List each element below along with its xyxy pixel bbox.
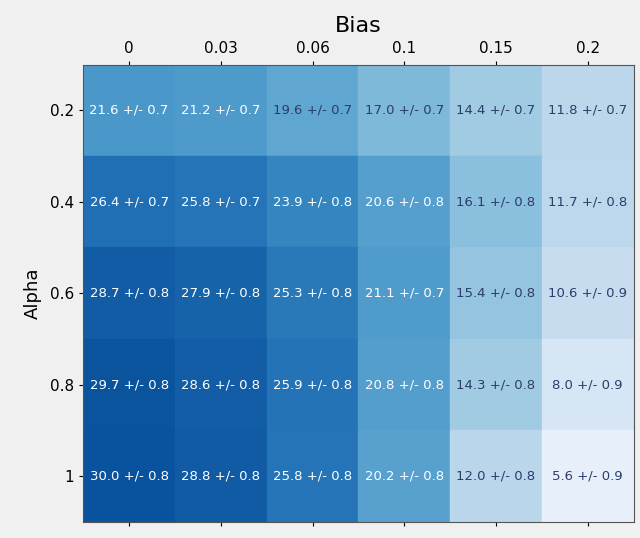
Bar bbox=[83, 65, 175, 156]
Text: 12.0 +/- 0.8: 12.0 +/- 0.8 bbox=[456, 470, 536, 483]
Text: 30.0 +/- 0.8: 30.0 +/- 0.8 bbox=[90, 470, 168, 483]
Bar bbox=[450, 65, 542, 156]
Text: 26.4 +/- 0.7: 26.4 +/- 0.7 bbox=[90, 195, 168, 208]
Text: 28.6 +/- 0.8: 28.6 +/- 0.8 bbox=[181, 378, 260, 391]
Bar bbox=[450, 247, 542, 339]
Bar bbox=[267, 65, 358, 156]
Text: 20.8 +/- 0.8: 20.8 +/- 0.8 bbox=[365, 378, 444, 391]
Text: 14.3 +/- 0.8: 14.3 +/- 0.8 bbox=[456, 378, 536, 391]
Bar bbox=[175, 65, 267, 156]
Text: 25.8 +/- 0.7: 25.8 +/- 0.7 bbox=[181, 195, 260, 208]
Bar bbox=[83, 430, 175, 522]
Bar bbox=[83, 339, 175, 430]
Bar bbox=[542, 430, 634, 522]
Text: 15.4 +/- 0.8: 15.4 +/- 0.8 bbox=[456, 287, 536, 300]
Text: 11.7 +/- 0.8: 11.7 +/- 0.8 bbox=[548, 195, 627, 208]
Text: 20.2 +/- 0.8: 20.2 +/- 0.8 bbox=[365, 470, 444, 483]
Bar bbox=[542, 65, 634, 156]
Text: 19.6 +/- 0.7: 19.6 +/- 0.7 bbox=[273, 104, 352, 117]
Bar bbox=[358, 339, 450, 430]
Bar bbox=[542, 156, 634, 247]
Bar bbox=[83, 156, 175, 247]
Text: 29.7 +/- 0.8: 29.7 +/- 0.8 bbox=[90, 378, 168, 391]
X-axis label: Bias: Bias bbox=[335, 16, 382, 36]
Text: 28.7 +/- 0.8: 28.7 +/- 0.8 bbox=[90, 287, 168, 300]
Bar bbox=[267, 430, 358, 522]
Text: 14.4 +/- 0.7: 14.4 +/- 0.7 bbox=[456, 104, 536, 117]
Text: 16.1 +/- 0.8: 16.1 +/- 0.8 bbox=[456, 195, 536, 208]
Text: 21.2 +/- 0.7: 21.2 +/- 0.7 bbox=[181, 104, 260, 117]
Text: 8.0 +/- 0.9: 8.0 +/- 0.9 bbox=[552, 378, 623, 391]
Text: 25.8 +/- 0.8: 25.8 +/- 0.8 bbox=[273, 470, 352, 483]
Bar bbox=[358, 65, 450, 156]
Bar bbox=[175, 156, 267, 247]
Text: 21.1 +/- 0.7: 21.1 +/- 0.7 bbox=[365, 287, 444, 300]
Bar bbox=[267, 339, 358, 430]
Bar bbox=[267, 247, 358, 339]
Text: 17.0 +/- 0.7: 17.0 +/- 0.7 bbox=[365, 104, 444, 117]
Bar bbox=[358, 156, 450, 247]
Text: 11.8 +/- 0.7: 11.8 +/- 0.7 bbox=[548, 104, 627, 117]
Y-axis label: Alpha: Alpha bbox=[24, 267, 42, 319]
Bar bbox=[450, 430, 542, 522]
Text: 10.6 +/- 0.9: 10.6 +/- 0.9 bbox=[548, 287, 627, 300]
Bar bbox=[450, 156, 542, 247]
Bar bbox=[450, 339, 542, 430]
Bar bbox=[175, 430, 267, 522]
Bar bbox=[542, 339, 634, 430]
Bar bbox=[358, 430, 450, 522]
Text: 25.3 +/- 0.8: 25.3 +/- 0.8 bbox=[273, 287, 352, 300]
Bar bbox=[358, 247, 450, 339]
Bar bbox=[83, 247, 175, 339]
Text: 27.9 +/- 0.8: 27.9 +/- 0.8 bbox=[181, 287, 260, 300]
Bar bbox=[542, 247, 634, 339]
Bar bbox=[175, 339, 267, 430]
Text: 20.6 +/- 0.8: 20.6 +/- 0.8 bbox=[365, 195, 444, 208]
Text: 28.8 +/- 0.8: 28.8 +/- 0.8 bbox=[181, 470, 260, 483]
Text: 23.9 +/- 0.8: 23.9 +/- 0.8 bbox=[273, 195, 352, 208]
Bar bbox=[267, 156, 358, 247]
Text: 25.9 +/- 0.8: 25.9 +/- 0.8 bbox=[273, 378, 352, 391]
Text: 5.6 +/- 0.9: 5.6 +/- 0.9 bbox=[552, 470, 623, 483]
Text: 21.6 +/- 0.7: 21.6 +/- 0.7 bbox=[90, 104, 169, 117]
Bar bbox=[175, 247, 267, 339]
